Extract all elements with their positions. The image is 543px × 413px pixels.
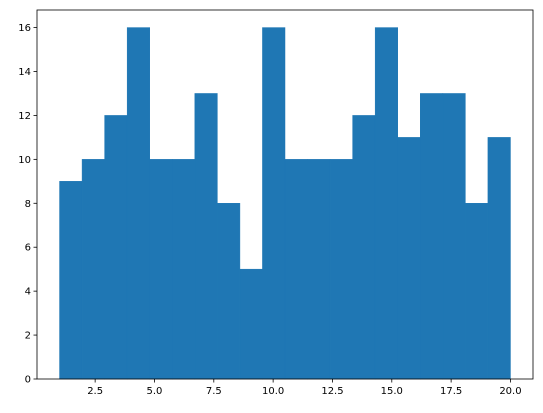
x-tick-label: 15.0	[381, 386, 403, 397]
bar	[307, 159, 331, 380]
bar	[59, 181, 83, 380]
y-tick-label: 6	[25, 243, 31, 254]
bar	[465, 203, 489, 380]
bar	[284, 159, 308, 380]
bar	[104, 115, 128, 380]
x-tick-label: 5.0	[147, 386, 163, 397]
y-tick-label: 4	[25, 287, 31, 298]
y-tick-label: 10	[18, 155, 31, 166]
y-tick-label: 16	[18, 23, 31, 34]
bar	[217, 203, 241, 380]
bar	[239, 268, 263, 380]
y-tick-label: 8	[25, 199, 31, 210]
y-tick-label: 12	[18, 111, 31, 122]
bar	[126, 27, 150, 380]
x-tick-label: 17.5	[440, 386, 462, 397]
axes-frame	[36, 9, 534, 380]
y-tick-label: 0	[25, 375, 31, 386]
bar	[81, 159, 105, 380]
bar	[420, 93, 444, 380]
bar	[397, 137, 421, 380]
x-tick-label: 12.5	[321, 386, 343, 397]
x-tick-label: 7.5	[206, 386, 222, 397]
bar	[149, 159, 173, 380]
bar	[329, 159, 353, 380]
bar	[374, 27, 398, 380]
x-tick-label: 20.0	[499, 386, 521, 397]
x-tick-label: 2.5	[87, 386, 103, 397]
bar	[194, 93, 218, 380]
bar	[172, 159, 196, 380]
bar	[352, 115, 376, 380]
y-tick-label: 14	[18, 67, 31, 78]
bar	[487, 137, 511, 380]
bar	[262, 27, 286, 380]
x-tick-label: 10.0	[262, 386, 284, 397]
y-tick-label: 2	[25, 331, 31, 342]
bar	[442, 93, 466, 380]
